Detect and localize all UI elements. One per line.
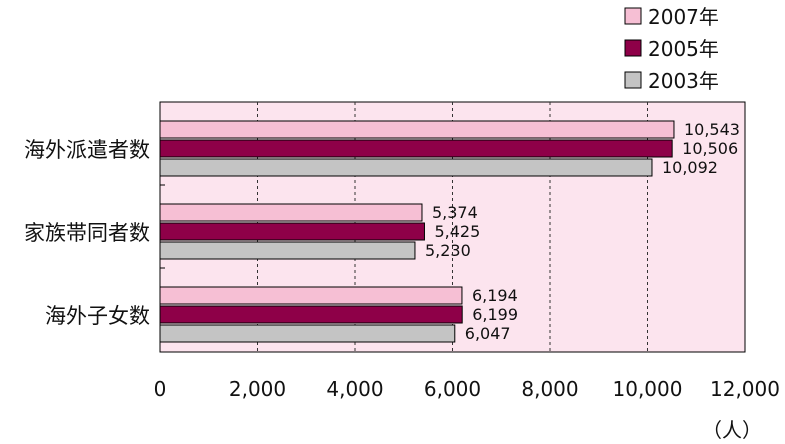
bar — [159, 139, 673, 158]
bar-value-label: 10,543 — [684, 120, 740, 139]
bar-value-label: 6,194 — [472, 286, 518, 305]
x-tick-label: 2,000 — [229, 377, 286, 401]
bar-value-label: 5,425 — [434, 222, 480, 241]
bar-value-label: 10,506 — [682, 139, 738, 158]
category-label: 海外子女数 — [45, 304, 150, 328]
bar — [159, 324, 456, 343]
bar-value-label: 6,047 — [465, 324, 511, 343]
legend-swatch — [624, 39, 642, 57]
legend: 2007年 2005年 2003年 — [624, 5, 719, 93]
x-tick-group: 0 2,000 4,000 6,000 8,000 10,000 12,000 — [154, 377, 780, 401]
bar — [159, 222, 425, 241]
x-tick-label: 12,000 — [710, 377, 780, 401]
legend-label: 2007年 — [648, 5, 719, 29]
x-tick-label: 10,000 — [613, 377, 683, 401]
x-tick-label: 6,000 — [424, 377, 481, 401]
grid-lines — [160, 102, 648, 352]
bar — [159, 158, 653, 177]
bar — [159, 203, 423, 222]
bar — [159, 120, 675, 139]
value-label-group: 10,54310,50610,0925,3745,4255,2306,1946,… — [425, 120, 740, 343]
x-axis-unit-label: （人） — [702, 418, 762, 442]
bar — [159, 241, 416, 260]
bar-value-label: 6,199 — [472, 305, 518, 324]
bar-value-label: 5,230 — [425, 241, 471, 260]
bar-group — [159, 120, 675, 343]
category-label: 家族帯同者数 — [24, 221, 150, 245]
x-tick-label: 8,000 — [521, 377, 578, 401]
x-tick-label: 0 — [154, 377, 167, 401]
bar — [159, 286, 463, 305]
legend-label: 2005年 — [648, 37, 719, 61]
legend-label: 2003年 — [648, 69, 719, 93]
bar-value-label: 5,374 — [432, 203, 478, 222]
x-tick-label: 4,000 — [326, 377, 383, 401]
legend-swatch — [624, 71, 642, 89]
bar — [159, 305, 463, 324]
legend-swatch — [624, 7, 642, 25]
bar-value-label: 10,092 — [662, 158, 718, 177]
category-label: 海外派遣者数 — [24, 138, 150, 162]
